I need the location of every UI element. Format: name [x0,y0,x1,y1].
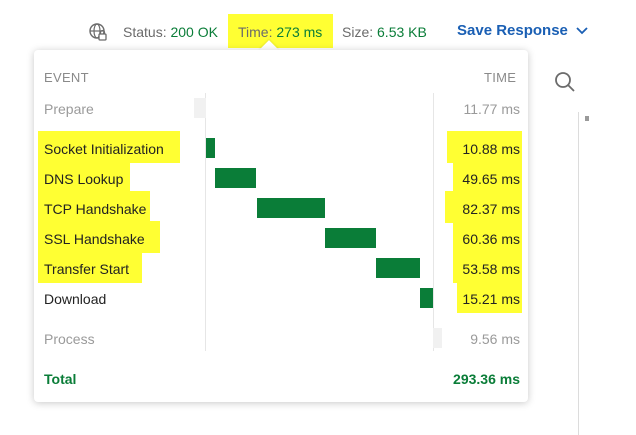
event-time: 53.58 ms [462,261,520,277]
event-column-header: EVENT [44,70,89,85]
event-label: Transfer Start [44,261,130,277]
status-label: Status: [123,24,167,40]
timeline-bar-dns-lookup [215,168,257,188]
time-value-highlight [457,281,522,313]
event-label: Prepare [44,101,94,117]
event-time: 49.65 ms [462,171,520,187]
event-label-highlight [38,131,180,163]
event-label-highlight [38,251,142,283]
event-label-highlight [38,191,150,223]
event-time: 82.37 ms [462,201,520,217]
event-time: 60.36 ms [462,231,520,247]
event-label: DNS Lookup [44,171,124,187]
timeline-bar-ssl-handshake [325,228,376,248]
time-value-highlight [453,251,522,283]
response-status-bar: Status: 200 OK Time: 273 ms Size: 6.53 K… [0,0,636,64]
status-indicator[interactable]: Status: 200 OK [123,23,218,41]
size-value: 6.53 KB [377,24,427,40]
total-value: 293.36 ms [453,371,520,387]
time-column-header: TIME [484,70,517,85]
time-value: 273 ms [276,24,323,40]
status-value: 200 OK [170,24,218,40]
globe-lock-icon[interactable] [88,22,108,42]
time-value-highlight [445,191,522,223]
event-time: 10.88 ms [462,141,520,157]
time-value-highlight [453,221,522,253]
event-label: Process [44,331,95,347]
timeline-bar-tcp-handshake [256,198,326,218]
time-label: Time: [238,24,273,40]
timeline-start-line [205,93,206,351]
event-label: TCP Handshake [44,201,147,217]
event-label: SSL Handshake [44,231,145,247]
timeline-end-line [433,93,434,351]
size-indicator[interactable]: Size: 6.53 KB [342,23,427,41]
search-icon[interactable] [553,70,577,94]
event-label: Socket Initialization [44,141,164,157]
time-value-highlight [453,161,522,193]
event-label-highlight [38,221,160,253]
scrollbar-thumb[interactable] [585,116,589,121]
event-label: Download [44,291,107,307]
save-response-button[interactable]: Save Response [457,22,568,39]
size-label: Size: [342,24,374,40]
event-label-highlight [38,161,130,193]
timeline-bar-process [433,328,442,348]
total-label: Total [44,371,77,387]
event-time: 9.56 ms [470,331,520,347]
time-value-highlight [447,131,522,163]
event-time: 11.77 ms [463,101,520,117]
scrollbar-track[interactable] [578,112,579,435]
chevron-down-icon[interactable] [575,26,589,36]
timeline-bar-socket-initialization [206,138,216,158]
timeline-bar-prepare [194,98,206,118]
timeline-bar-transfer-start [375,258,421,278]
timeline-bar-download [420,288,433,308]
event-time: 15.21 ms [462,291,520,307]
time-indicator[interactable]: Time: 273 ms [228,14,333,48]
